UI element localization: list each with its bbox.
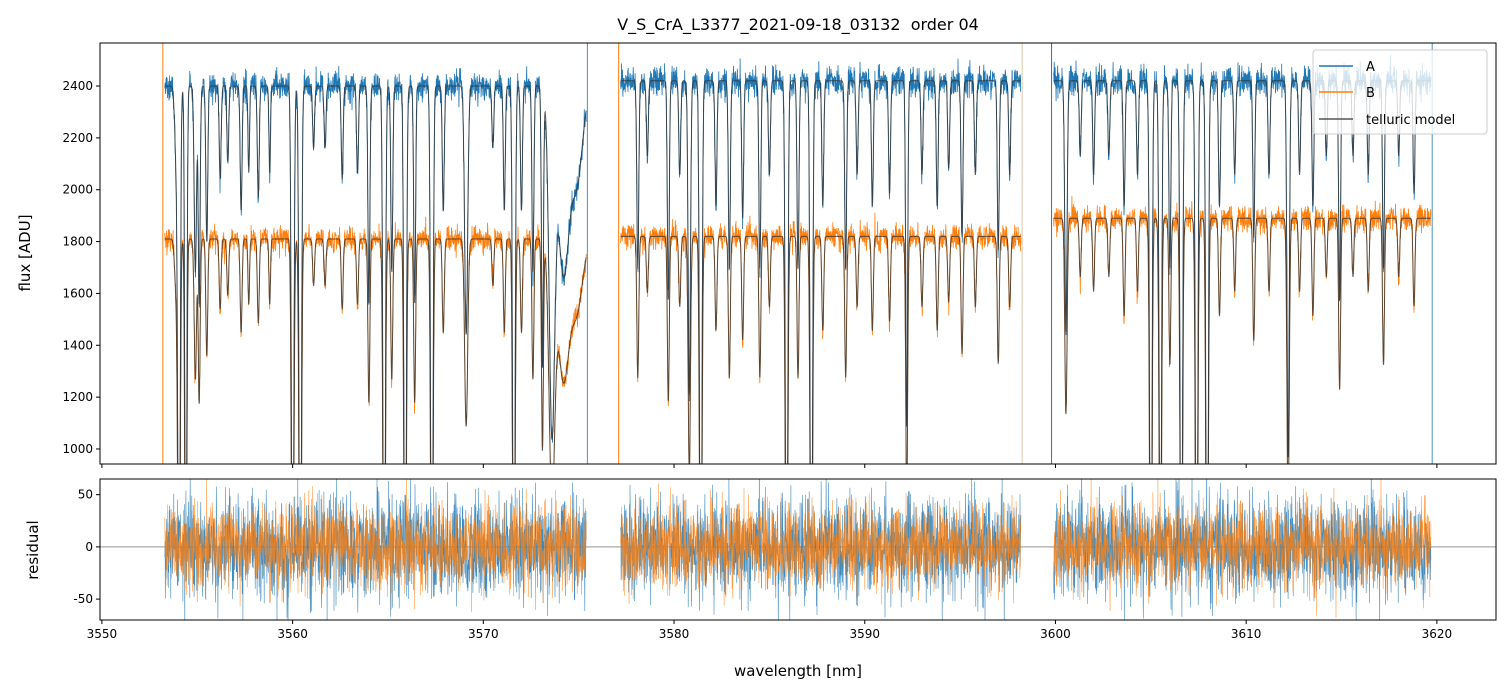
residual-y-tick-label: 0 (85, 540, 93, 554)
x-tick-label: 3620 (1422, 627, 1453, 641)
flux-axes-frame (99, 42, 1497, 465)
legend-box (1312, 49, 1488, 135)
telluric-model-line-b (1053, 217, 1431, 464)
legend-label-a: A (1366, 60, 1375, 75)
telluric-model-line-a (1053, 80, 1431, 464)
flux-y-tick-label: 1200 (62, 390, 93, 404)
flux-y-axis-label: flux [ADU] (16, 214, 34, 291)
residual-y-axis-label: residual (24, 520, 42, 579)
x-tick-label: 3610 (1231, 627, 1262, 641)
x-tick-label: 3550 (87, 627, 118, 641)
flux-y-tick-label: 1600 (62, 286, 93, 300)
residual-b-line (164, 479, 587, 613)
x-tick-label: 3600 (1040, 627, 1071, 641)
legend-label-b: B (1366, 86, 1375, 101)
flux-y-tick-label: 1000 (62, 442, 93, 456)
x-tick-label: 3580 (659, 627, 690, 641)
telluric-model-line-b (620, 235, 1021, 464)
telluric-model-line-b (164, 238, 587, 464)
flux-y-tick-label: 1400 (62, 338, 93, 352)
x-axis-label: wavelength [nm] (734, 662, 862, 680)
telluric-model-line-a (620, 80, 1021, 464)
flux-y-tick-label: 1800 (62, 235, 93, 249)
legend: A B telluric model (1312, 49, 1488, 135)
residual-y-tick-label: 50 (78, 488, 93, 502)
flux-y-tick-label: 2400 (62, 79, 93, 93)
residual-axes-frame (99, 478, 1497, 621)
residual-panel-data (100, 479, 1496, 620)
legend-label-model: telluric model (1366, 113, 1455, 128)
residual-b-line (1053, 479, 1432, 618)
chart-title: V_S_CrA_L3377_2021-09-18_03132 order 04 (617, 15, 979, 35)
flux-y-tick-label: 2200 (62, 131, 93, 145)
series-a-line (1053, 54, 1432, 464)
x-tick-label: 3590 (849, 627, 880, 641)
x-tick-label: 3560 (277, 627, 308, 641)
series-b-line (1053, 196, 1432, 464)
residual-b-line (620, 483, 1022, 606)
residual-y-tick-label: -50 (73, 592, 93, 606)
flux-y-tick-label: 2000 (62, 183, 93, 197)
flux-panel-data (162, 43, 1433, 464)
x-tick-label: 3570 (468, 627, 499, 641)
telluric-model-line-a (164, 85, 587, 464)
axes-ticks: 3550 3560 3570 3580 3590 3600 3610 3620 1000 1200… (62, 79, 1452, 641)
